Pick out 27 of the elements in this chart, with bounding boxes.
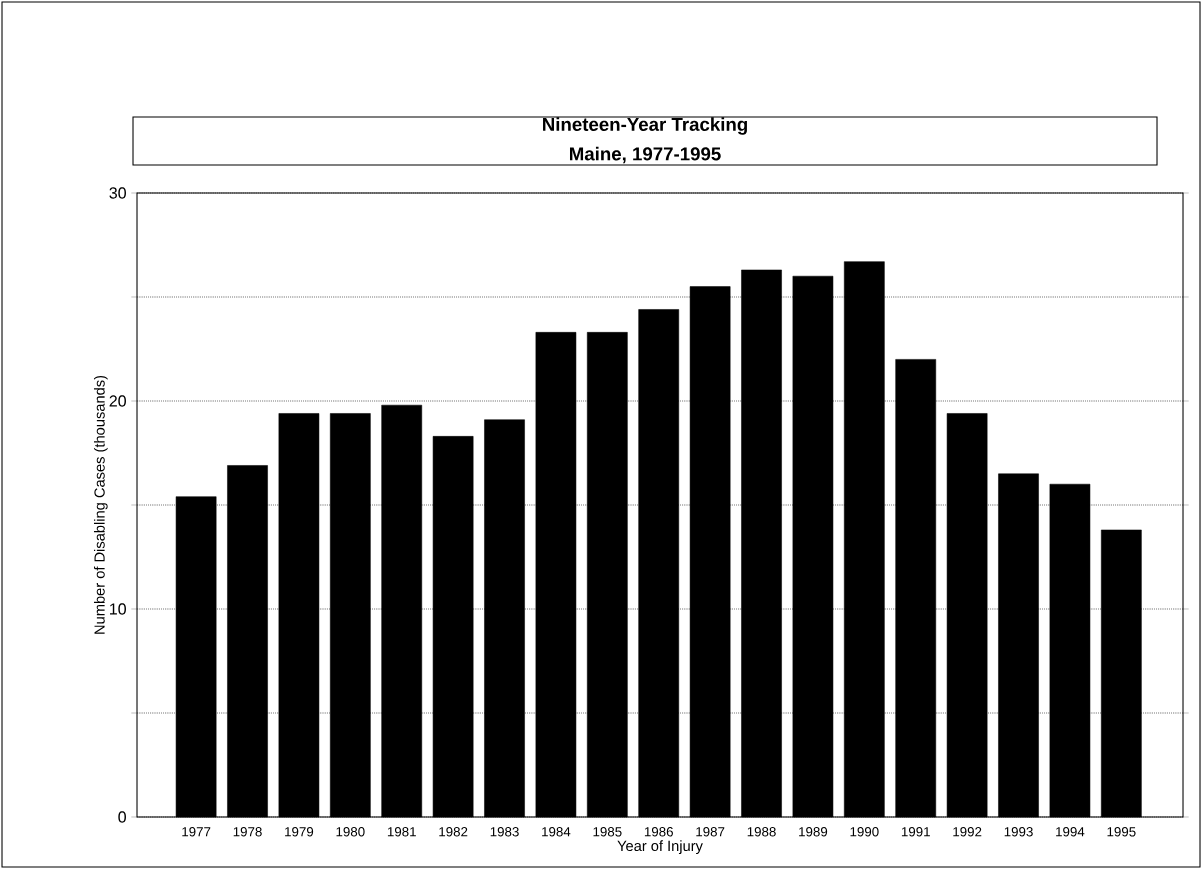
y-tick-label: 20 bbox=[109, 395, 126, 407]
x-axis-title: Year of Injury bbox=[617, 840, 703, 854]
x-tick-label: 1991 bbox=[901, 827, 930, 837]
x-tick-label: 1977 bbox=[182, 827, 211, 837]
x-tick-label: 1995 bbox=[1107, 827, 1136, 837]
y-axis-title: Number of Disabling Cases (thousands) bbox=[93, 375, 108, 634]
x-tick-label: 1983 bbox=[490, 827, 519, 837]
x-tick-label: 1984 bbox=[542, 827, 571, 837]
x-tick-label: 1987 bbox=[696, 827, 725, 837]
x-tick-label: 1978 bbox=[233, 827, 262, 837]
x-tick-label: 1985 bbox=[593, 827, 622, 837]
x-tick-label: 1988 bbox=[747, 827, 776, 837]
x-tick-label: 1980 bbox=[336, 827, 365, 837]
y-tick-label: 0 bbox=[118, 811, 126, 823]
x-tick-label: 1994 bbox=[1056, 827, 1085, 837]
x-tick-label: 1986 bbox=[644, 827, 673, 837]
x-tick-label: 1992 bbox=[953, 827, 982, 837]
x-tick-label: 1981 bbox=[387, 827, 416, 837]
x-tick-label: 1982 bbox=[439, 827, 468, 837]
chart-title: Nineteen-Year Tracking bbox=[543, 117, 747, 135]
x-tick-label: 1989 bbox=[799, 827, 828, 837]
y-tick-label: 10 bbox=[110, 603, 126, 615]
chart-subtitle: Maine, 1977-1995 bbox=[569, 146, 721, 164]
x-tick-label: 1990 bbox=[850, 827, 879, 837]
y-tick-label: 30 bbox=[109, 187, 126, 199]
x-tick-label: 1993 bbox=[1004, 827, 1033, 837]
x-tick-label: 1979 bbox=[285, 827, 314, 837]
